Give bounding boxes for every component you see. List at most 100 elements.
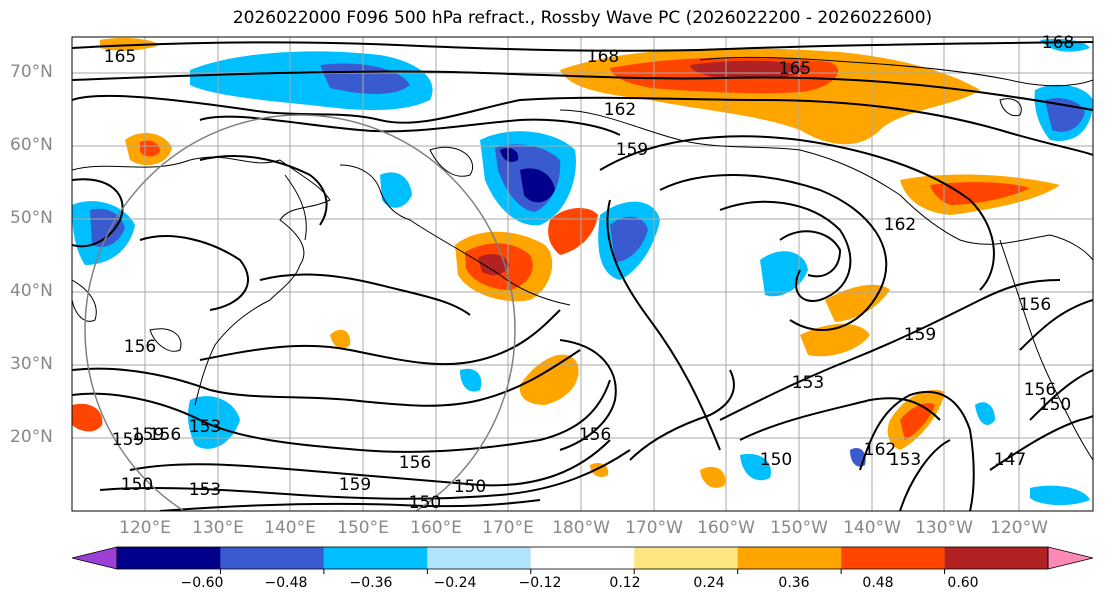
colorbar-tick-label: −0.60 (180, 575, 224, 591)
positive-anomaly-region (519, 354, 579, 405)
contour-label: 159 (616, 140, 648, 160)
contour-line (859, 390, 975, 511)
colorbar-segment (427, 547, 531, 569)
positive-anomaly-region (800, 323, 870, 357)
positive-anomaly-region (825, 284, 890, 322)
contour-line (139, 235, 250, 311)
graticule (72, 37, 1093, 511)
contour-label: 150 (454, 477, 486, 497)
map-frame (71, 36, 1094, 512)
positive-anomaly-region (72, 403, 103, 432)
negative-anomaly-region (380, 172, 412, 208)
contour-label: 153 (189, 417, 221, 437)
coastline (149, 328, 182, 352)
contour-line (629, 369, 735, 461)
positive-anomaly-region (690, 60, 810, 79)
lon-label: 180°W (552, 518, 610, 538)
lon-label: 130°E (192, 518, 244, 538)
coastline (429, 146, 473, 177)
coastline (559, 109, 1093, 261)
colorbar-tick-label: 0.60 (947, 575, 979, 591)
contour-line (659, 174, 888, 331)
lon-label: 140°E (264, 518, 316, 538)
lat-label: 50°N (10, 208, 53, 228)
contour-label: 156 (149, 425, 181, 445)
coastlines (72, 56, 1093, 461)
coastline (284, 174, 307, 241)
contour-label: 168 (587, 47, 619, 67)
colorbar-segment (323, 547, 428, 569)
negative-anomaly-region (460, 368, 482, 392)
lon-label: 120°E (119, 518, 171, 538)
colorbar-tick-label: −0.24 (433, 575, 477, 591)
coastline (999, 239, 1093, 461)
lon-label: 160°W (697, 518, 755, 538)
lat-label: 20°N (10, 427, 53, 447)
contour-label: 150 (1039, 395, 1071, 415)
colorbar-tick-label: 0.24 (693, 575, 725, 591)
negative-anomaly-region (760, 251, 808, 297)
negative-anomaly-region (187, 396, 240, 449)
colorbar-segment (220, 547, 324, 569)
lon-label: 120°W (990, 518, 1048, 538)
lat-label: 60°N (10, 135, 53, 155)
negative-anomaly-region (610, 216, 648, 262)
lon-label: 130°W (915, 518, 973, 538)
positive-anomaly-region (930, 182, 1030, 205)
lon-label: 150°E (337, 518, 389, 538)
colorbar-tick-label: −0.12 (518, 575, 562, 591)
positive-anomaly-region (478, 254, 510, 276)
positive-anomaly-region (700, 466, 726, 488)
contour-label: 162 (604, 100, 636, 120)
contour-label: 156 (579, 425, 611, 445)
contour-line (1019, 299, 1093, 351)
colorbar (71, 546, 1094, 574)
contour-line (899, 439, 951, 511)
contour-line (199, 115, 621, 136)
colorbar-segment (117, 547, 221, 569)
contour-label: 153 (889, 450, 921, 470)
contour-line (259, 273, 471, 316)
contour-label: 150 (760, 450, 792, 470)
contour-line (199, 309, 561, 366)
colorbar-segment (530, 547, 635, 569)
contour-line (199, 154, 328, 226)
coastline (409, 219, 571, 306)
contour-line (159, 499, 541, 511)
contour-label: 165 (104, 47, 136, 67)
contour-line (72, 178, 124, 248)
contour-label: 153 (189, 480, 221, 500)
contour-line (719, 200, 852, 302)
contour-line (72, 379, 611, 453)
colorbar-tick-label: 0.12 (609, 575, 641, 591)
lon-label: 150°W (770, 518, 828, 538)
contour-line (72, 94, 1093, 156)
lon-label: 170°E (482, 518, 534, 538)
map-title: 2026022000 F096 500 hPa refract., Rossby… (232, 8, 933, 28)
colorbar-tick-label: −0.36 (349, 575, 393, 591)
coastline (339, 164, 411, 221)
coastline (72, 279, 97, 322)
colorbar-extend-min (71, 546, 118, 570)
lat-label: 70°N (10, 62, 53, 82)
contour-label: 153 (792, 373, 824, 393)
contour-label: 165 (779, 59, 811, 79)
colorbar-segment (634, 547, 738, 569)
contour-lines (72, 41, 1093, 511)
contour-line (606, 199, 721, 451)
contour-label: 168 (1042, 33, 1074, 53)
contour-label: 162 (884, 215, 916, 235)
contour-line (99, 449, 631, 500)
coastline (999, 98, 1022, 117)
negative-anomaly-region (500, 148, 519, 162)
contour-line (72, 349, 581, 407)
contour-line (72, 70, 1093, 111)
contour-line (72, 41, 1093, 52)
negative-anomaly-region (740, 453, 771, 481)
coastline (72, 156, 331, 406)
positive-anomaly-region (900, 403, 935, 440)
colorbar-tick-label: 0.36 (778, 575, 810, 591)
contour-label: 150 (409, 493, 441, 513)
